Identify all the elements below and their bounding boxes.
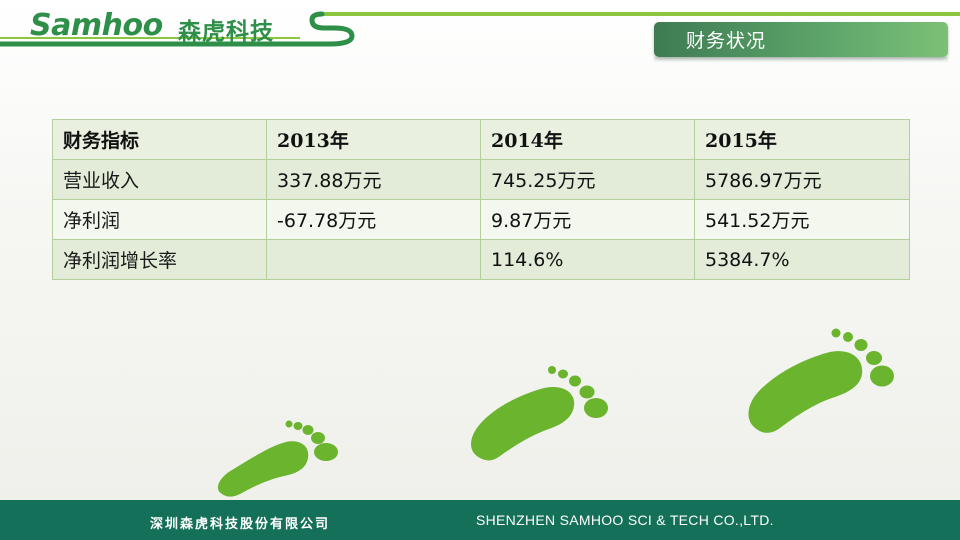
page-title: 财务状况 <box>686 30 767 52</box>
table-row: 净利润 -67.78万元 9.87万元 541.52万元 <box>52 199 910 240</box>
logo-samhoo: Samhoo <box>30 8 163 43</box>
table-header-row: 财务指标 2013年 2014年 2015年 <box>52 119 910 160</box>
table-cell: 114.6% <box>480 239 695 280</box>
column-header: 2015年 <box>694 119 910 160</box>
column-header: 2014年 <box>480 119 695 160</box>
financial-table: 财务指标 2013年 2014年 2015年 营业收入 337.88万元 745… <box>52 119 910 280</box>
footprint-icon <box>471 366 608 461</box>
title-tab-reflection <box>654 57 948 63</box>
logo-cn: 森虎科技 <box>178 19 274 45</box>
footprint-icon <box>748 328 894 433</box>
table-cell: 5384.7% <box>694 239 910 280</box>
row-label: 营业收入 <box>52 159 267 200</box>
row-label: 净利润增长率 <box>52 239 267 280</box>
table-cell: 337.88万元 <box>266 159 481 200</box>
row-label: 净利润 <box>52 199 267 240</box>
table-cell <box>266 239 481 280</box>
table-row: 营业收入 337.88万元 745.25万元 5786.97万元 <box>52 159 910 200</box>
column-header: 财务指标 <box>52 119 267 160</box>
footer-company-en: SHENZHEN SAMHOO SCI & TECH CO.,LTD. <box>476 512 774 528</box>
footprint-icon <box>217 420 338 497</box>
column-header: 2013年 <box>266 119 481 160</box>
table-row: 净利润增长率 114.6% 5384.7% <box>52 239 910 280</box>
table-cell: 541.52万元 <box>694 199 910 240</box>
title-tab <box>654 22 948 57</box>
table-cell: 9.87万元 <box>480 199 695 240</box>
table-cell: 745.25万元 <box>480 159 695 200</box>
table-cell: 5786.97万元 <box>694 159 910 200</box>
table-cell: -67.78万元 <box>266 199 481 240</box>
footer-bar <box>0 500 960 540</box>
footer-company-cn: 深圳森虎科技股份有限公司 <box>150 517 331 532</box>
header-decoration <box>0 11 960 47</box>
